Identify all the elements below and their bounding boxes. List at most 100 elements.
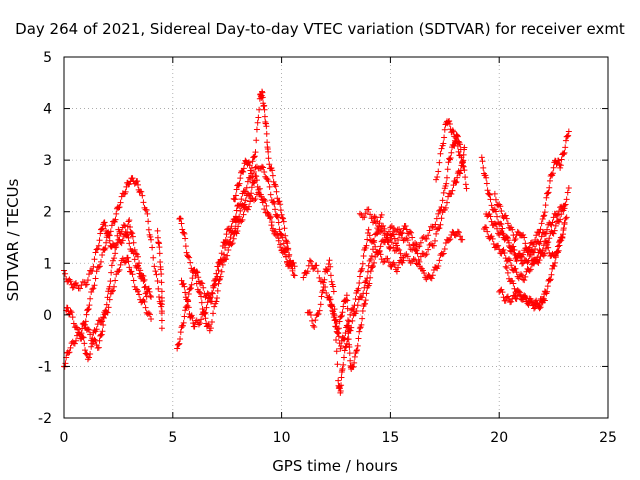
- data-point: [69, 314, 76, 321]
- data-point: [146, 288, 153, 295]
- data-point: [554, 211, 561, 218]
- data-point: [522, 273, 529, 280]
- data-point: [397, 250, 404, 257]
- data-point: [437, 221, 444, 228]
- data-point: [444, 166, 451, 173]
- data-point: [513, 269, 520, 276]
- data-point: [358, 321, 365, 328]
- y-tick-label: -1: [38, 359, 52, 375]
- data-point: [291, 272, 298, 279]
- data-point: [351, 359, 358, 366]
- data-point: [148, 315, 155, 322]
- data-point: [335, 333, 342, 340]
- data-point: [346, 344, 353, 351]
- data-point: [492, 208, 499, 215]
- data-point: [180, 280, 187, 287]
- data-point: [276, 198, 283, 205]
- data-point: [265, 178, 272, 185]
- data-point: [344, 323, 351, 330]
- data-point: [441, 134, 448, 141]
- data-point: [99, 251, 106, 258]
- data-point: [182, 243, 189, 250]
- data-point: [290, 271, 297, 278]
- data-point: [108, 222, 115, 229]
- data-point: [147, 292, 154, 299]
- data-point: [554, 248, 561, 255]
- data-point: [240, 165, 247, 172]
- data-point: [426, 227, 433, 234]
- data-point: [498, 208, 505, 215]
- data-point: [509, 226, 516, 233]
- data-point: [436, 257, 443, 264]
- data-point: [359, 265, 366, 272]
- data-point: [538, 299, 545, 306]
- data-point: [80, 334, 87, 341]
- data-point: [492, 196, 499, 203]
- data-point: [448, 190, 455, 197]
- data-point: [95, 263, 102, 270]
- data-point: [483, 174, 490, 181]
- data-point: [154, 277, 161, 284]
- data-point: [423, 235, 430, 242]
- data-point: [248, 184, 255, 191]
- data-point: [402, 222, 409, 229]
- data-point: [245, 203, 252, 210]
- data-point: [356, 328, 363, 335]
- data-point: [410, 255, 417, 262]
- data-point: [84, 326, 91, 333]
- data-point: [547, 276, 554, 283]
- data-point: [528, 299, 535, 306]
- data-point: [126, 217, 133, 224]
- data-point: [211, 303, 218, 310]
- data-point: [374, 225, 381, 232]
- data-point: [508, 298, 515, 305]
- data-point: [88, 289, 95, 296]
- data-point: [85, 306, 92, 313]
- data-point: [336, 318, 343, 325]
- data-point: [410, 241, 417, 248]
- data-point: [519, 260, 526, 267]
- data-point: [454, 228, 461, 235]
- data-point: [390, 244, 397, 251]
- data-point: [253, 177, 260, 184]
- data-point: [353, 347, 360, 354]
- data-point: [67, 278, 74, 285]
- data-point: [544, 283, 551, 290]
- data-point: [68, 309, 75, 316]
- data-point: [274, 231, 281, 238]
- data-point: [526, 253, 533, 260]
- data-point: [237, 175, 244, 182]
- data-point: [452, 179, 459, 186]
- data-point: [502, 263, 509, 270]
- data-point: [503, 264, 510, 271]
- data-point: [185, 304, 192, 311]
- data-point: [188, 312, 195, 319]
- data-point: [316, 274, 323, 281]
- data-point: [438, 215, 445, 222]
- data-point: [357, 268, 364, 275]
- data-point: [89, 267, 96, 274]
- data-point: [145, 218, 152, 225]
- data-point: [281, 248, 288, 255]
- data-point: [154, 227, 161, 234]
- series-track: [387, 222, 466, 283]
- data-point: [442, 204, 449, 211]
- data-point: [326, 257, 333, 264]
- data-point: [254, 119, 261, 126]
- data-point: [546, 184, 553, 191]
- data-point: [210, 310, 217, 317]
- data-point: [180, 229, 187, 236]
- data-point: [338, 374, 345, 381]
- x-tick-label: 10: [273, 430, 291, 446]
- data-point: [497, 220, 504, 227]
- data-point: [486, 191, 493, 198]
- data-point: [281, 225, 288, 232]
- data-point: [98, 331, 105, 338]
- data-point: [359, 307, 366, 314]
- data-point: [549, 219, 556, 226]
- data-point: [116, 236, 123, 243]
- data-point: [490, 240, 497, 247]
- data-point: [155, 285, 162, 292]
- data-point: [542, 230, 549, 237]
- data-point: [114, 232, 121, 239]
